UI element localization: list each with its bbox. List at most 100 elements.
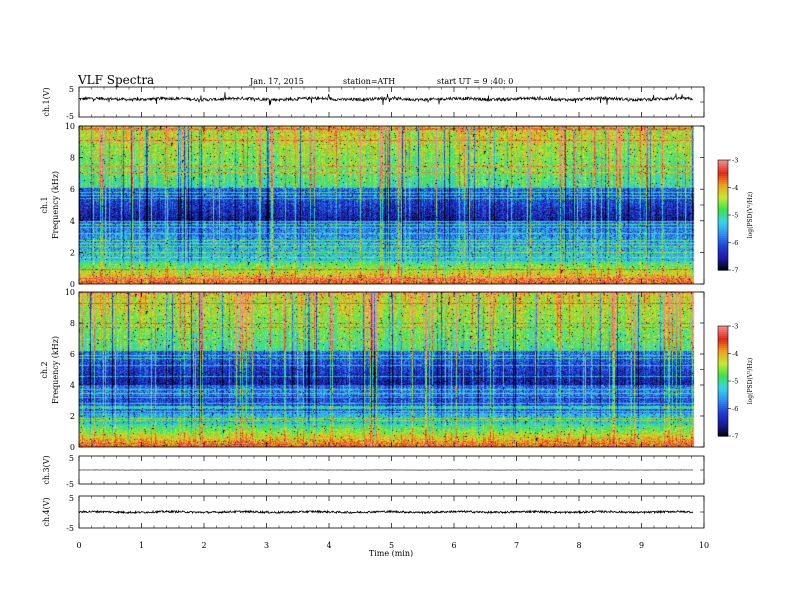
colorbar-swatch: [718, 168, 728, 171]
freq-tick-label: 0: [70, 443, 75, 452]
colorbar-swatch: [718, 334, 728, 337]
colorbar-swatch: [718, 380, 728, 383]
colorbar-swatch: [718, 350, 728, 353]
ch3-ylabel: ch.3(V): [42, 455, 51, 484]
colorbar-swatch: [718, 264, 728, 267]
colorbar-swatch: [718, 230, 728, 233]
colorbar-swatch: [718, 386, 728, 389]
colorbar-tick-label: -6: [732, 239, 738, 247]
colorbar-swatch: [718, 368, 728, 371]
ch4-waveform-ticks: [78, 496, 705, 528]
colorbar-swatch: [718, 240, 728, 243]
ch2-freq-label: Frequency (kHz): [51, 336, 60, 404]
colorbar-swatch: [718, 182, 728, 185]
colorbar-swatch: [718, 428, 728, 431]
colorbar-swatch: [718, 222, 728, 225]
freq-tick-label: 8: [70, 319, 75, 328]
colorbar-swatch: [718, 238, 728, 241]
colorbar-swatch: [718, 242, 728, 245]
time-tick-label: 2: [201, 541, 206, 550]
freq-tick-label: 2: [70, 248, 75, 257]
ch2-freq-ticks: 0 2 4 6 8 10: [65, 288, 704, 452]
colorbar-swatch: [718, 326, 728, 329]
colorbar-tick-label: -4: [732, 184, 738, 192]
colorbar-swatch: [718, 194, 728, 197]
colorbar-swatch: [718, 266, 728, 269]
ch2-colorbar: -3 -4 -5 -6 -7 log(PSD(V²/Hz): [717, 323, 754, 441]
colorbar-swatch: [718, 356, 728, 359]
colorbar-swatch: [718, 192, 728, 195]
colorbar-swatch: [718, 206, 728, 209]
colorbar-swatch: [718, 226, 728, 229]
colorbar-swatch: [718, 414, 728, 417]
time-tick-label: 7: [514, 541, 519, 550]
ch1-spectrogram-heatmap: [79, 126, 704, 284]
colorbar-swatch: [718, 392, 728, 395]
freq-tick-label: 4: [70, 381, 75, 390]
colorbar-swatch: [718, 180, 728, 183]
freq-tick-label: 4: [70, 217, 75, 226]
colorbar-swatch: [718, 410, 728, 413]
colorbar-swatch: [718, 174, 728, 177]
colorbar-swatch: [718, 418, 728, 421]
colorbar-swatch: [718, 262, 728, 265]
colorbar-swatch: [718, 424, 728, 427]
colorbar-swatch: [718, 402, 728, 405]
date-label: Jan. 17, 2015: [249, 77, 304, 86]
colorbar-swatch: [718, 164, 728, 167]
colorbar-tick-label: -5: [732, 378, 738, 386]
colorbar-swatch: [718, 162, 728, 165]
colorbar-swatch: [718, 328, 728, 331]
ch3-waveform-ticks: [78, 456, 705, 484]
colorbar-swatch: [718, 330, 728, 333]
colorbar-tick-label: -6: [732, 405, 738, 413]
colorbar-swatch: [718, 268, 728, 271]
ch4-ytick-bottom: -5: [66, 524, 74, 533]
colorbar-swatch: [718, 434, 728, 437]
colorbar-swatch: [718, 176, 728, 179]
ch2-spectrogram-heatmap: [79, 292, 704, 447]
colorbar-swatch: [718, 430, 728, 433]
colorbar-swatch: [718, 228, 728, 231]
ch2-channel-label: ch.2: [40, 361, 49, 378]
freq-tick-label: 10: [65, 122, 75, 131]
colorbar-swatch: [718, 412, 728, 415]
time-axis-tick-labels: 0 1 2 3 4 5 6 7 8 9 10: [76, 541, 709, 550]
colorbar-swatch: [718, 178, 728, 181]
colorbar-swatch: [718, 204, 728, 207]
colorbar-swatch: [718, 352, 728, 355]
colorbar-swatch: [718, 260, 728, 263]
colorbar-swatch: [718, 252, 728, 255]
colorbar-swatch: [718, 416, 728, 419]
colorbar-swatch: [718, 190, 728, 193]
colorbar-swatch: [718, 216, 728, 219]
colorbar-tick-label: -3: [732, 323, 738, 331]
time-tick-label: 10: [699, 541, 709, 550]
chart-title: VLF Spectra: [77, 73, 154, 87]
colorbar-swatch: [718, 398, 728, 401]
colorbar-swatch: [718, 198, 728, 201]
colorbar-swatch: [718, 390, 728, 393]
colorbar-swatch: [718, 374, 728, 377]
time-tick-label: 9: [639, 541, 644, 550]
colorbar-swatch: [718, 218, 728, 221]
freq-tick-label: 6: [70, 185, 75, 194]
colorbar-swatch: [718, 200, 728, 203]
colorbar-swatch: [718, 248, 728, 251]
ch4-ylabel: ch.4(V): [42, 497, 51, 526]
colorbar-swatch: [718, 358, 728, 361]
colorbar-swatch: [718, 244, 728, 247]
ch1-channel-label: ch.1: [40, 196, 49, 213]
colorbar-swatch: [718, 224, 728, 227]
start-time-label: start UT = 9 :40: 0: [437, 77, 513, 86]
colorbar-swatch: [718, 234, 728, 237]
freq-tick-label: 0: [70, 280, 75, 289]
colorbar-tick-label: -4: [732, 350, 738, 358]
ch1-freq-label: Frequency (kHz): [51, 171, 60, 239]
ch1-colorbar: -3 -4 -5 -6 -7 log(PSD(V²/Hz): [717, 157, 754, 275]
colorbar-swatch: [718, 364, 728, 367]
colorbar-swatch: [718, 408, 728, 411]
ch1-waveform-trace: [78, 92, 694, 106]
time-tick-label: 5: [389, 541, 394, 550]
